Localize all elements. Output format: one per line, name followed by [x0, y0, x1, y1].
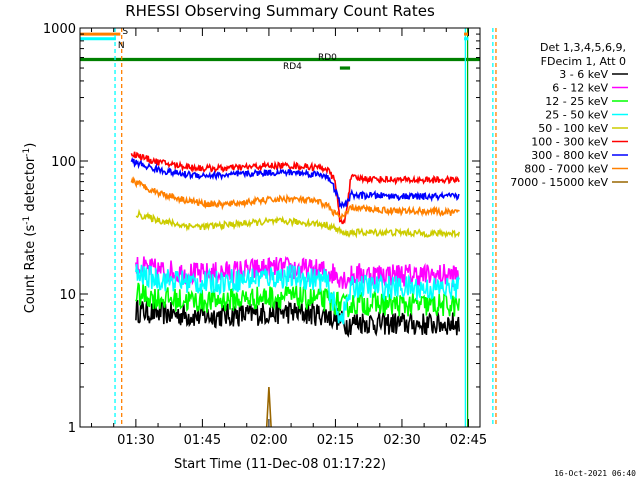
rd-bar-label-0: RD0	[318, 53, 337, 63]
legend-label-2: 12 - 25 keV	[545, 95, 608, 108]
legend-header-line-2: FDecim 1, Att 0	[541, 55, 626, 68]
legend-label-3: 25 - 50 keV	[545, 109, 608, 122]
plot-area: RD0 RD4 SN	[79, 27, 497, 428]
x-axis-label: Start Time (11-Dec-08 01:17:22)	[174, 457, 386, 472]
legend-label-7: 800 - 7000 keV	[524, 163, 608, 176]
y-tick-label-3: 1000	[43, 22, 76, 37]
series-line-2	[135, 282, 460, 318]
series-line-3	[135, 264, 460, 325]
timestamp-stamp: 16-Oct-2021 06:40	[554, 469, 636, 478]
plot-inner	[80, 32, 480, 427]
series-line-7	[130, 176, 460, 220]
series-line-8	[265, 386, 272, 427]
attenuator-label-0: S	[122, 27, 128, 37]
series-line-0	[135, 299, 460, 338]
legend-label-1: 6 - 12 keV	[552, 82, 608, 95]
legend-header-line-1: Det 1,3,4,5,6,9,	[540, 41, 626, 54]
y-axis: 1 10 100 1000	[43, 22, 480, 436]
y-axis-label-end: )	[23, 143, 38, 148]
y-axis-label-sup2: -1	[22, 148, 32, 157]
y-axis-label: Count Rate (s-1 detector-1)	[22, 143, 38, 314]
x-tick-label-4: 02:30	[383, 433, 420, 448]
series-line-6	[130, 156, 460, 210]
plot-frame	[79, 27, 481, 428]
x-tick-label-1: 01:45	[184, 433, 221, 448]
y-axis-label-main: Count Rate (s	[23, 225, 38, 314]
x-tick-label-0: 01:30	[117, 433, 154, 448]
attenuator-label-1: N	[118, 41, 125, 51]
series-line-5	[130, 151, 460, 225]
x-tick-label-5: 02:45	[450, 433, 487, 448]
chart-title: RHESSI Observing Summary Count Rates	[125, 2, 435, 20]
legend-label-4: 50 - 100 keV	[538, 122, 608, 135]
legend: Det 1,3,4,5,6,9, FDecim 1, Att 0 3 - 6 k…	[510, 41, 628, 189]
y-tick-label-1: 10	[59, 288, 76, 303]
series-line-4	[135, 208, 460, 239]
y-axis-label-sup1: -1	[22, 216, 32, 225]
legend-label-8: 7000 - 15000 keV	[510, 176, 608, 189]
y-axis-label-mid: detector	[23, 156, 38, 216]
y-tick-label-0: 1	[68, 421, 76, 436]
x-tick-label-2: 02:00	[250, 433, 287, 448]
rd-bar-label-1: RD4	[283, 62, 302, 72]
legend-label-0: 3 - 6 keV	[559, 68, 608, 81]
legend-label-6: 300 - 800 keV	[531, 149, 608, 162]
x-tick-label-3: 02:15	[317, 433, 354, 448]
legend-label-5: 100 - 300 keV	[531, 136, 608, 149]
y-tick-label-2: 100	[51, 155, 76, 170]
x-axis: 01:30 01:45 02:00 02:15 02:30 02:45	[91, 28, 487, 448]
